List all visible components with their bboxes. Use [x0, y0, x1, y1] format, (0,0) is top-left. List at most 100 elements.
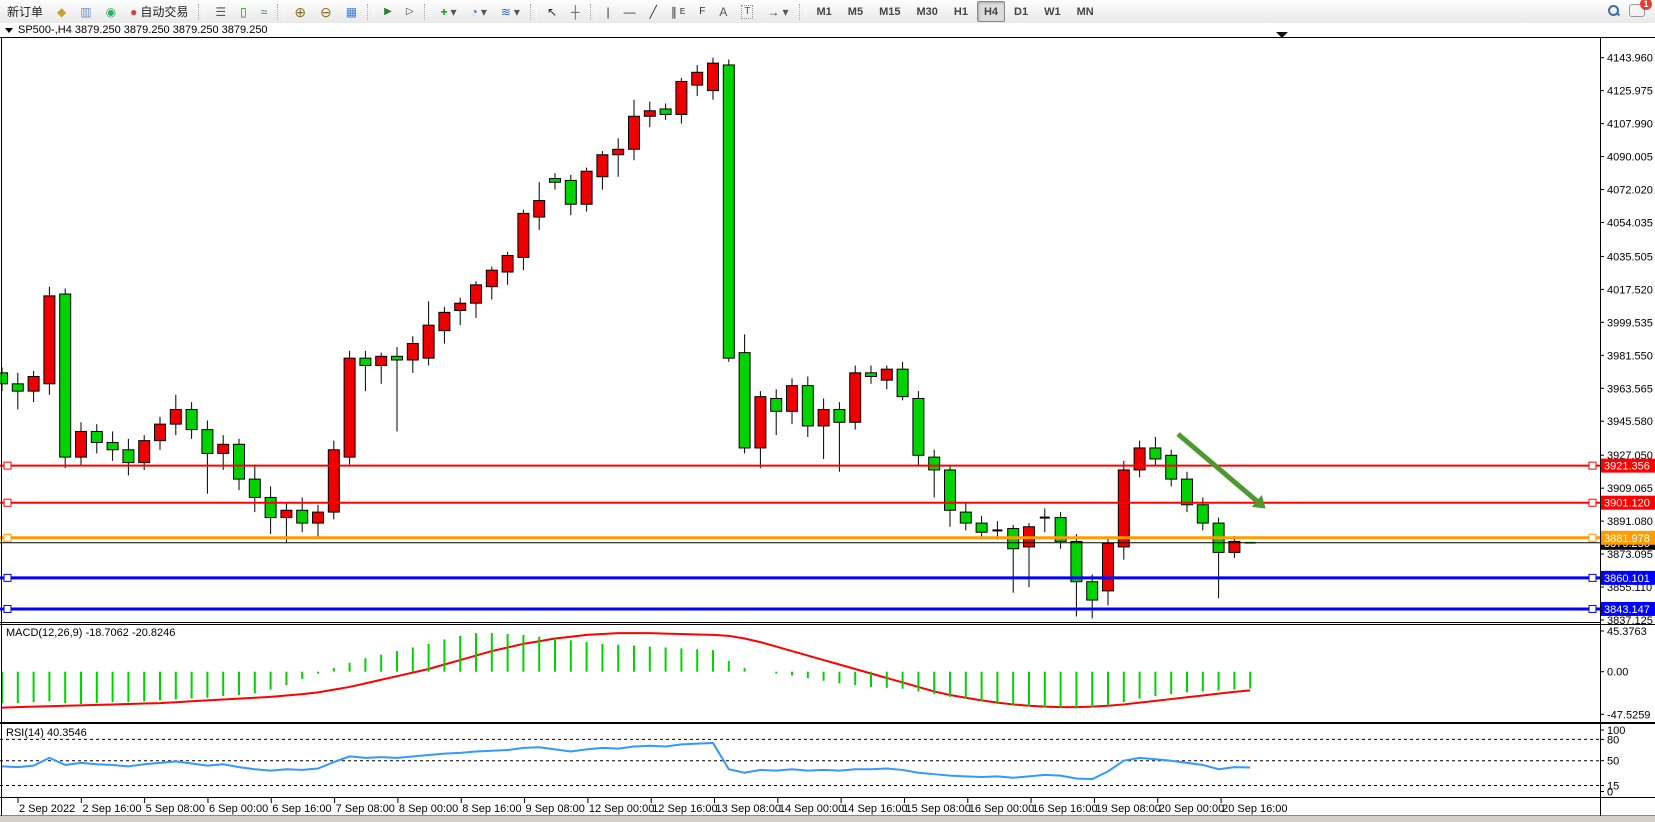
time-axis-label: 6 Sep 00:00 [209, 803, 268, 815]
signals-button[interactable]: ◉ [100, 1, 122, 22]
tile-windows-button[interactable]: ▦ [340, 1, 363, 22]
horizontal-line-button[interactable]: — [618, 1, 642, 22]
auto-trading-button[interactable]: ● 自动交易 [130, 4, 189, 19]
timeframe-m5-button[interactable]: M5 [847, 5, 864, 18]
timeframe-w1-button[interactable]: W1 [1044, 5, 1061, 18]
toolbar-separator [198, 3, 206, 20]
horizontal-line-3843.147[interactable]: 3843.147 [0, 601, 1655, 616]
zoom-out-icon: ⊖ [320, 3, 332, 20]
fibonacci-button[interactable]: F [693, 1, 711, 22]
timeframe-group: M1 M5 M15 M30 H1 H4 D1 W1 MN [809, 1, 1102, 22]
horizontal-line-3921.356[interactable]: 3921.356 [0, 458, 1655, 473]
macd-axis-label: -47.5259 [1607, 709, 1650, 721]
timeframe-m30-button[interactable]: M30 [916, 5, 938, 18]
zoom-in-button[interactable]: ⊕ [288, 1, 312, 22]
zoom-out-button[interactable]: ⊖ [314, 1, 338, 22]
crosshair-button[interactable]: ┼ [565, 1, 586, 22]
vertical-line-button[interactable]: | [601, 1, 616, 22]
timeframe-h1-button[interactable]: H1 [953, 5, 968, 18]
time-axis-label: 12 Sep 00:00 [589, 803, 654, 815]
time-axis-label: 8 Sep 00:00 [399, 803, 458, 815]
price-axis-label: 3981.550 [1607, 350, 1653, 362]
line-handle [1588, 498, 1597, 507]
timeframe-m15-button[interactable]: M15 [879, 5, 901, 18]
chart-menu-caret-icon[interactable] [5, 27, 13, 33]
line-handle [1588, 533, 1597, 542]
toolbar-separator [423, 3, 431, 20]
line-price-tag: 3921.356 [1604, 461, 1650, 473]
market-depth-button[interactable]: ◆ [51, 1, 72, 22]
price-axis-label: 3855.110 [1607, 582, 1652, 594]
chevron-down-icon: ▾ [480, 4, 487, 19]
timeframe-h4-button[interactable]: H4 [976, 1, 1005, 22]
time-axis-label: 2 Sep 2022 [19, 803, 75, 815]
timeframe-d1-button[interactable]: D1 [1014, 5, 1029, 18]
chart-canvas[interactable]: 4143.960 4125.975 4107.990 4090.005 4072.020… [0, 38, 1655, 822]
macd-signal-line [1, 632, 1251, 709]
new-order-button[interactable]: 新订单 [7, 5, 44, 19]
macd-axis-label: 45.3763 [1607, 626, 1647, 638]
line-price-tag: 3860.101 [1604, 573, 1650, 585]
trend-arrow-annotation[interactable] [1176, 432, 1266, 509]
terminal-button[interactable]: ▥ [74, 1, 97, 22]
autotrade-icon: ● [130, 4, 138, 19]
auto-scroll-icon: ▶ [384, 5, 392, 17]
price-axis-label: 4072.020 [1607, 185, 1653, 197]
shapes-button[interactable]: → ▾ [761, 1, 794, 22]
line-handle [3, 461, 12, 470]
line-handle [3, 498, 12, 507]
price-axis-label: 4107.990 [1607, 119, 1653, 131]
terminal-icon: ▥ [80, 4, 92, 19]
periods-button[interactable]: ◔ ▾ [465, 1, 493, 22]
time-axis-label: 19 Sep 08:00 [1095, 803, 1160, 815]
indicators-button[interactable]: + ▾ [435, 1, 463, 22]
horizontal-line-icon: — [623, 4, 636, 19]
time-axis-label: 8 Sep 16:00 [462, 803, 521, 815]
indicators-icon: + [440, 4, 448, 19]
time-axis: 2 Sep 2022 2 Sep 16:00 5 Sep 08:00 6 Sep 00… [0, 798, 1655, 816]
price-axis-label: 3873.095 [1607, 549, 1653, 561]
coins-icon: ◆ [57, 4, 67, 19]
text-label-button[interactable]: T [735, 1, 759, 22]
time-axis-label: 7 Sep 08:00 [336, 803, 395, 815]
chart-shift-button[interactable]: ▷ [400, 1, 420, 22]
templates-button[interactable]: ≋ ▾ [495, 1, 526, 22]
horizontal-line-3881.978[interactable]: 3881.978 [0, 530, 1655, 545]
notifications-button[interactable]: 1 [1629, 0, 1652, 20]
timeframe-mn-button[interactable]: MN [1076, 5, 1094, 18]
search-icon [1608, 4, 1619, 16]
time-axis-label: 15 Sep 08:00 [905, 803, 970, 815]
line-chart-icon: ≈ [260, 4, 268, 19]
macd-label: MACD(12,26,9) -18.7062 -20.8246 [6, 627, 175, 639]
line-handle [1588, 573, 1597, 582]
line-handle [1588, 604, 1597, 613]
candle-chart-icon: ▯ [240, 4, 247, 19]
price-axis-label: 3909.065 [1607, 483, 1653, 495]
candlestick-series [0, 57, 1256, 619]
channel-button[interactable]: ∥ E [670, 4, 686, 19]
trendline-button[interactable]: ╱ [644, 1, 663, 22]
toolbar-separator [277, 3, 285, 20]
price-axis-label: 3945.580 [1607, 416, 1653, 428]
horizontal-line-3860.101[interactable]: 3860.101 [0, 570, 1655, 585]
time-axis-label: 20 Sep 00:00 [1159, 803, 1224, 815]
vertical-line-icon: | [606, 4, 610, 19]
candle-chart-button[interactable]: ▯ [234, 1, 253, 22]
time-axis-label: 16 Sep 16:00 [1032, 803, 1097, 815]
line-chart-button[interactable]: ≈ [255, 1, 274, 22]
horizontal-line-3901.120[interactable]: 3901.120 [0, 495, 1655, 510]
auto-scroll-button[interactable]: ▶ [378, 1, 398, 22]
text-button[interactable]: A [713, 1, 733, 22]
cursor-button[interactable]: ↖ [541, 1, 563, 22]
tile-windows-icon: ▦ [345, 4, 358, 19]
macd-pane: MACD(12,26,9) -18.7062 -20.8246 45.3763 0.… [0, 622, 1655, 721]
timeframe-m1-button[interactable]: M1 [816, 5, 832, 18]
rsi-axis-label: 0 [1607, 787, 1613, 799]
bar-chart-button[interactable]: ☰ [209, 1, 232, 22]
line-handle [3, 533, 12, 542]
search-button[interactable] [1608, 4, 1619, 19]
chevron-down-icon: ▾ [450, 4, 457, 19]
rsi-axis-label: 50 [1607, 756, 1619, 768]
text-icon: A [719, 4, 728, 19]
